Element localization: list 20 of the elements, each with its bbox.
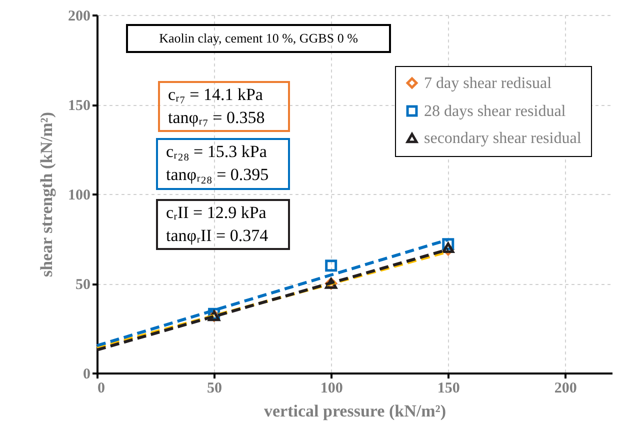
y-tick-label: 50 — [76, 277, 90, 293]
annotation: cᵣ₇ = 14.1 kPa tanφᵣ₇ = 0.358 — [168, 85, 265, 127]
annotation: cᵣ₂₈ = 15.3 kPa tanφᵣ₂₈ = 0.395 — [166, 142, 269, 184]
annotation: Kaolin clay, cement 10 %, GGBS 0 % — [159, 30, 358, 46]
annotation: cᵣII = 12.9 kPa tanφᵣII = 0.374 — [166, 203, 269, 245]
y-tick-label: 100 — [68, 188, 90, 204]
legend-label: 7 day shear redisual — [424, 75, 552, 92]
y-tick-label: 150 — [68, 98, 90, 114]
legend-label: 28 days shear residual — [424, 103, 566, 120]
x-tick-label: 0 — [98, 380, 105, 396]
y-axis-title: shear strength (kN/m²) — [37, 112, 56, 278]
x-axis-title: vertical pressure (kN/m²) — [264, 402, 446, 420]
x-tick-label: 100 — [320, 380, 343, 396]
x-tick-label: 50 — [207, 380, 222, 396]
y-tick-label: 0 — [83, 366, 90, 382]
point — [325, 260, 338, 272]
legend-label: secondary shear residual — [424, 130, 582, 147]
x-tick-label: 200 — [554, 380, 577, 396]
x-tick-label: 150 — [437, 380, 460, 396]
y-tick-label: 200 — [68, 8, 90, 24]
